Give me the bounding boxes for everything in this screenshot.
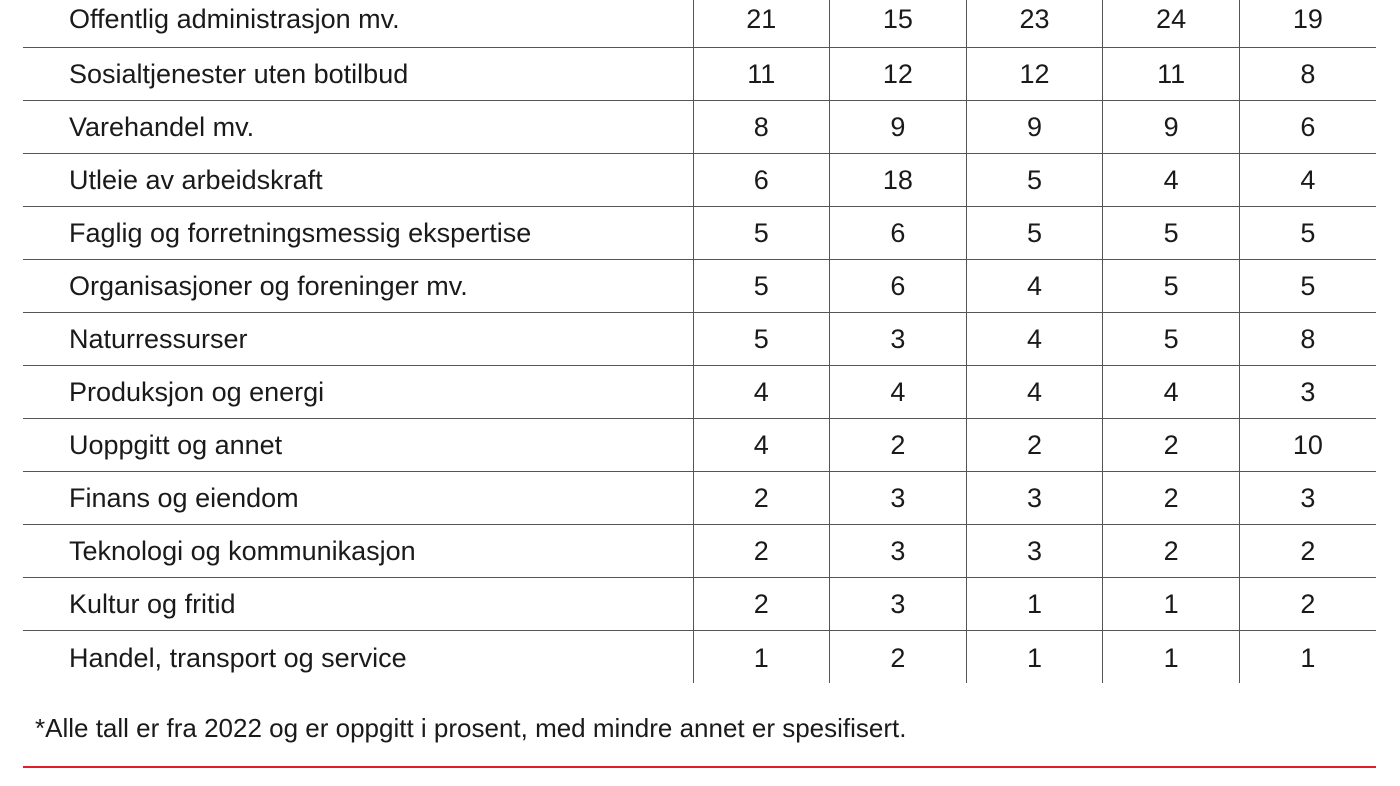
table-body: Offentlig administrasjon mv. 21 15 23 24 19 So… <box>23 0 1376 683</box>
row-value: 3 <box>829 312 967 366</box>
row-value: 12 <box>965 47 1103 101</box>
row-value: 1 <box>965 577 1103 631</box>
row-value: 5 <box>965 153 1103 207</box>
row-value: 2 <box>1238 524 1376 578</box>
row-value: 5 <box>692 312 830 366</box>
row-value: 2 <box>829 418 967 472</box>
row-value: 8 <box>692 100 830 154</box>
row-value: 2 <box>692 524 830 578</box>
row-value: 23 <box>965 0 1103 48</box>
row-label: Kultur og fritid <box>23 577 693 631</box>
row-value: 4 <box>692 365 830 419</box>
row-label: Utleie av arbeidskraft <box>23 153 693 207</box>
row-value: 11 <box>1102 47 1240 101</box>
row-value: 3 <box>829 471 967 525</box>
row-label: Handel, transport og service <box>69 643 407 673</box>
footer-divider <box>23 766 1376 768</box>
row-value: 6 <box>829 259 967 313</box>
row-label: Offentlig administrasjon mv. <box>23 0 693 48</box>
row-value: 3 <box>965 471 1103 525</box>
row-value: 3 <box>829 577 967 631</box>
row-value: 1 <box>1102 577 1240 631</box>
row-value: 19 <box>1238 0 1376 48</box>
row-value: 9 <box>1102 100 1240 154</box>
industry-table-container: Offentlig administrasjon mv. 21 15 23 24 19 So… <box>23 0 1376 683</box>
table-row: Faglig og forretningsmessig ekspertise 5 6… <box>23 206 1376 260</box>
row-value: 6 <box>1238 100 1376 154</box>
row-value: 10 <box>1238 418 1376 472</box>
row-value: 5 <box>1102 259 1240 313</box>
row-label: Organisasjoner og foreninger mv. <box>23 259 693 313</box>
row-label: Faglig og forretningsmessig ekspertise <box>23 206 693 260</box>
row-value: 15 <box>829 0 967 48</box>
row-value: 6 <box>692 153 830 207</box>
row-value: 9 <box>829 100 967 154</box>
row-value: 3 <box>829 524 967 578</box>
row-value: 5 <box>1102 206 1240 260</box>
table-row: Produksjon og energi 4 4 4 4 3 <box>23 365 1376 419</box>
table-row: Finans og eiendom 2 3 3 2 3 <box>23 471 1376 525</box>
row-value: 4 <box>1102 365 1240 419</box>
table-row: Utleie av arbeidskraft 6 18 5 4 4 <box>23 153 1376 207</box>
row-label: Finans og eiendom <box>23 471 693 525</box>
row-value: 2 <box>1102 418 1240 472</box>
row-value: 5 <box>692 206 830 260</box>
row-value: 1 <box>1102 630 1240 683</box>
row-value: 5 <box>1238 259 1376 313</box>
row-value: 24 <box>1102 0 1240 48</box>
row-value: 4 <box>692 418 830 472</box>
row-value: 9 <box>965 100 1103 154</box>
row-value: 3 <box>965 524 1103 578</box>
row-value: 1 <box>1238 630 1376 683</box>
row-value: 1 <box>965 630 1103 683</box>
row-label: Naturressurser <box>23 312 693 366</box>
row-value: 8 <box>1238 47 1376 101</box>
industry-table: Offentlig administrasjon mv. 21 15 23 24 19 So… <box>23 0 1376 683</box>
row-value: 8 <box>1238 312 1376 366</box>
row-value: 2 <box>1238 577 1376 631</box>
row-value: 2 <box>692 577 830 631</box>
row-value: 2 <box>965 418 1103 472</box>
row-value: 5 <box>965 206 1103 260</box>
row-label: Sosialtjenester uten botilbud <box>23 47 693 101</box>
row-label: Uoppgitt og annet <box>23 418 693 472</box>
row-value: 11 <box>692 47 830 101</box>
row-value: 4 <box>965 365 1103 419</box>
row-label: Teknologi og kommunikasjon <box>23 524 693 578</box>
row-label: Produksjon og energi <box>23 365 693 419</box>
row-value: 5 <box>692 259 830 313</box>
row-value: 6 <box>829 206 967 260</box>
row-value: 5 <box>1102 312 1240 366</box>
row-value: 21 <box>692 0 830 48</box>
row-value: 1 <box>692 630 830 683</box>
row-value: 18 <box>829 153 967 207</box>
table-row: Uoppgitt og annet 4 2 2 2 10 <box>23 418 1376 472</box>
table-row: Teknologi og kommunikasjon 2 3 3 2 2 <box>23 524 1376 578</box>
table-row: Organisasjoner og foreninger mv. 5 6 4 5 5 <box>23 259 1376 313</box>
row-value: 3 <box>1238 365 1376 419</box>
row-value: 2 <box>1102 471 1240 525</box>
table-row: Varehandel mv. 8 9 9 9 6 <box>23 100 1376 154</box>
row-value: 4 <box>829 365 967 419</box>
footnote: *Alle tall er fra 2022 og er oppgitt i p… <box>35 713 907 743</box>
row-label: Varehandel mv. <box>23 100 693 154</box>
row-value: 2 <box>692 471 830 525</box>
row-value: 4 <box>1238 153 1376 207</box>
row-value: 2 <box>1102 524 1240 578</box>
table-row: Offentlig administrasjon mv. 21 15 23 24 19 <box>23 0 1376 48</box>
table-row: Naturressurser 5 3 4 5 8 <box>23 312 1376 366</box>
row-value: 2 <box>829 630 967 683</box>
row-value: 4 <box>965 259 1103 313</box>
row-value: 3 <box>1238 471 1376 525</box>
row-value: 12 <box>829 47 967 101</box>
row-value: 5 <box>1238 206 1376 260</box>
table-row: Handel, transport og service 1 2 1 1 1 <box>23 630 1376 683</box>
row-value: 4 <box>1102 153 1240 207</box>
table-row: Sosialtjenester uten botilbud 11 12 12 11 8 <box>23 47 1376 101</box>
row-value: 4 <box>965 312 1103 366</box>
table-row: Kultur og fritid 2 3 1 1 2 <box>23 577 1376 631</box>
